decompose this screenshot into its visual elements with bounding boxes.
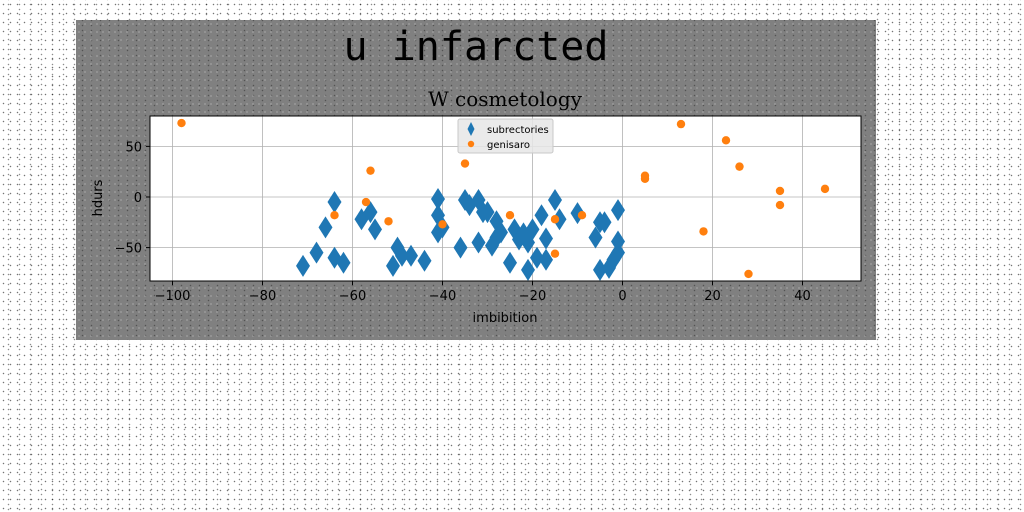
- diamond-point: [318, 216, 333, 239]
- legend-box: [457, 118, 554, 154]
- diamond-point: [530, 246, 544, 269]
- circle-point: [775, 186, 785, 196]
- circle-point: [330, 211, 339, 220]
- x-tick-label: −20: [519, 289, 546, 304]
- circle-point: [699, 227, 708, 236]
- ticks-layer: −100 −80 −60 −40 −20 0 20 40 −50 0 50: [115, 140, 811, 304]
- legend-label-subrectories: subrectories: [487, 125, 549, 136]
- circle-point: [384, 217, 393, 226]
- plot-frame: [149, 115, 862, 282]
- diamond-point: [539, 248, 553, 271]
- circle-point: [550, 215, 560, 224]
- diamond-point: [368, 218, 382, 241]
- x-tick-label: −80: [249, 289, 276, 304]
- diamond-point: [296, 254, 310, 277]
- diamond-point: [597, 211, 612, 234]
- diamond-point: [611, 241, 625, 264]
- circle-point: [505, 211, 515, 220]
- y-axis-label: hdurs: [91, 179, 106, 216]
- y-tick-label: 0: [134, 191, 142, 206]
- diamond-point: [611, 199, 625, 222]
- diamond-point: [539, 227, 553, 250]
- circle-point: [744, 269, 753, 279]
- circle-point: [721, 136, 731, 145]
- diamond-point: [548, 189, 562, 212]
- y-tick-label: −50: [115, 242, 142, 257]
- legend-label-genisaro: genisaro: [487, 140, 530, 151]
- diamond-point: [336, 251, 351, 274]
- diamond-point: [431, 188, 445, 211]
- x-tick-label: −40: [429, 289, 456, 304]
- diamond-point: [611, 230, 625, 253]
- legend-diamond-icon: [467, 122, 475, 136]
- x-tick-label: −100: [155, 289, 191, 304]
- diamond-point: [395, 244, 409, 267]
- x-tick-label: 20: [704, 289, 721, 304]
- circle-point: [820, 184, 830, 194]
- chart-title: W cosmetology: [428, 87, 583, 111]
- circle-point: [177, 118, 186, 128]
- chart-suptitle: u infarcted: [344, 24, 609, 70]
- diamond-point: [453, 236, 468, 259]
- y-tick-label: 50: [125, 140, 142, 155]
- diamond-point: [363, 201, 378, 224]
- diamond-point: [480, 201, 495, 224]
- diamond-point: [588, 226, 603, 249]
- circle-point: [550, 249, 560, 258]
- x-tick-label: −60: [339, 289, 366, 304]
- series-layer: [177, 118, 830, 281]
- diamond-point: [552, 208, 567, 231]
- circle-point: [438, 220, 447, 229]
- circle-point: [640, 171, 650, 180]
- diamond-point: [494, 221, 508, 244]
- diamond-point: [327, 191, 342, 214]
- chart-svg: u infarcted W cosmetology −100 −80 −60 −40−…: [91, 24, 862, 326]
- figure: u infarcted W cosmetology −100 −80 −60 −40−…: [76, 20, 876, 340]
- series-1: [177, 118, 830, 279]
- legend: subrectories genisaro: [457, 118, 554, 154]
- diamond-point: [417, 249, 432, 272]
- circle-point: [361, 197, 371, 207]
- circle-point: [676, 119, 686, 129]
- x-axis-label: imbibition: [473, 311, 538, 326]
- diamond-point: [525, 218, 540, 241]
- series-0: [296, 188, 625, 281]
- diamond-point: [534, 204, 549, 227]
- diamond-point: [386, 254, 400, 277]
- circle-point: [366, 166, 375, 175]
- diamond-point: [404, 244, 418, 267]
- x-tick-label: 40: [794, 289, 811, 304]
- diamond-point: [593, 258, 607, 281]
- diamond-point: [503, 251, 517, 274]
- circle-point: [735, 162, 744, 171]
- circle-point: [460, 159, 470, 168]
- legend-circle-icon: [467, 140, 475, 148]
- circle-point: [577, 211, 587, 220]
- diamond-point: [471, 231, 486, 254]
- diamond-point: [521, 258, 535, 281]
- x-tick-label: 0: [618, 289, 626, 304]
- circle-point: [775, 200, 785, 210]
- diamond-point: [309, 241, 324, 264]
